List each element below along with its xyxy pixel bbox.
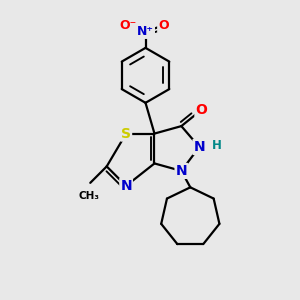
- Text: O: O: [195, 103, 207, 117]
- Text: N: N: [194, 140, 205, 154]
- Text: CH₃: CH₃: [78, 191, 99, 201]
- Text: N: N: [176, 164, 187, 178]
- Text: O⁻: O⁻: [119, 19, 136, 32]
- Text: H: H: [212, 139, 222, 152]
- Text: O: O: [158, 19, 169, 32]
- Text: S: S: [121, 127, 131, 141]
- Text: N⁺: N⁺: [137, 25, 154, 38]
- Text: N: N: [120, 179, 132, 193]
